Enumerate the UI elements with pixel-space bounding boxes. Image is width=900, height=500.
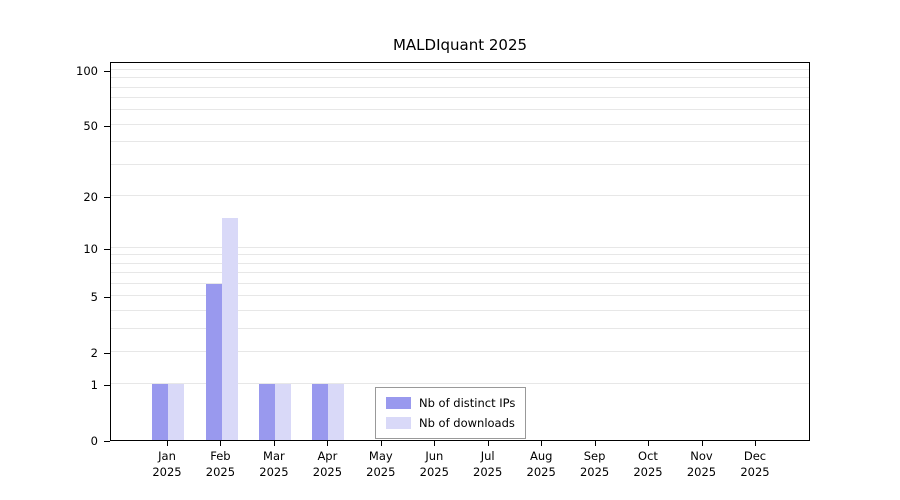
y-tick-mark bbox=[104, 248, 110, 250]
x-tick-mark bbox=[541, 441, 543, 446]
y-tick-label: 50 bbox=[83, 118, 98, 133]
bar-downloads bbox=[274, 384, 291, 440]
bar-distinct-ips bbox=[258, 384, 275, 440]
chart-title: MALDIquant 2025 bbox=[392, 36, 528, 54]
bar-distinct-ips bbox=[205, 284, 222, 440]
x-tick-mark bbox=[701, 441, 703, 446]
y-tick-mark bbox=[104, 71, 110, 72]
legend-label-distinct-ips: Nb of distinct IPs bbox=[419, 396, 516, 410]
y-tick-label: 20 bbox=[83, 189, 98, 204]
gridline bbox=[111, 295, 809, 297]
x-tick-mark bbox=[220, 441, 222, 446]
x-tick-label: Aug 2025 bbox=[526, 449, 556, 479]
y-tick-label: 1 bbox=[90, 378, 98, 393]
x-tick-label: Feb 2025 bbox=[205, 449, 236, 479]
y-tick-label: 2 bbox=[90, 345, 98, 360]
bar-downloads bbox=[168, 384, 184, 440]
bar-downloads bbox=[328, 384, 345, 440]
legend: Nb of distinct IPs Nb of downloads bbox=[375, 387, 527, 439]
gridline bbox=[111, 272, 809, 274]
y-tick-mark bbox=[104, 352, 110, 354]
y-tick-label: 5 bbox=[90, 290, 98, 305]
x-tick-mark bbox=[594, 441, 596, 446]
legend-label-downloads: Nb of downloads bbox=[419, 416, 515, 430]
y-tick-mark bbox=[104, 441, 110, 442]
x-tick-label: Jun 2025 bbox=[419, 449, 449, 479]
x-tick-mark bbox=[648, 441, 649, 446]
x-tick-mark bbox=[434, 441, 436, 446]
x-tick-mark bbox=[273, 441, 275, 446]
gridline bbox=[111, 163, 809, 165]
x-tick-mark bbox=[487, 441, 489, 446]
gridline bbox=[111, 77, 809, 79]
x-tick-label: Oct 2025 bbox=[633, 449, 663, 479]
x-tick-label: Jul 2025 bbox=[473, 449, 503, 479]
x-tick-label: May 2025 bbox=[366, 449, 396, 479]
gridline bbox=[111, 350, 809, 352]
x-tick-label: Jan 2025 bbox=[152, 449, 182, 479]
gridline bbox=[111, 86, 809, 88]
y-tick-label: 10 bbox=[83, 241, 98, 256]
plot-area: Nb of distinct IPs Nb of downloads bbox=[110, 62, 810, 441]
x-tick-label: Dec 2025 bbox=[740, 449, 770, 479]
x-tick-label: Mar 2025 bbox=[259, 449, 289, 479]
bar-downloads bbox=[221, 217, 238, 440]
gridline bbox=[111, 109, 809, 111]
gridline bbox=[111, 383, 809, 385]
x-tick-label: Sep 2025 bbox=[579, 449, 610, 479]
x-tick-mark bbox=[755, 441, 756, 446]
x-tick-label: Nov 2025 bbox=[686, 449, 717, 479]
y-tick-mark bbox=[104, 297, 110, 299]
gridline bbox=[111, 327, 809, 329]
gridline bbox=[111, 97, 809, 99]
gridline bbox=[111, 246, 809, 248]
y-tick-label: 100 bbox=[76, 64, 98, 78]
legend-entry-distinct-ips: Nb of distinct IPs bbox=[386, 393, 515, 413]
y-tick-label: 0 bbox=[90, 434, 98, 448]
gridline bbox=[111, 141, 809, 143]
gridline bbox=[111, 69, 809, 70]
gridline bbox=[111, 123, 809, 125]
x-tick-mark bbox=[167, 441, 168, 446]
y-tick-mark bbox=[104, 196, 110, 198]
legend-entry-downloads: Nb of downloads bbox=[386, 413, 515, 433]
x-tick-mark bbox=[380, 441, 382, 446]
gridline bbox=[111, 283, 809, 284]
gridline bbox=[111, 254, 809, 256]
legend-swatch-downloads bbox=[386, 417, 411, 429]
legend-swatch-distinct-ips bbox=[386, 397, 411, 409]
gridline bbox=[111, 194, 809, 196]
x-tick-label: Apr 2025 bbox=[312, 449, 343, 479]
bar-distinct-ips bbox=[152, 384, 168, 440]
bar-distinct-ips bbox=[312, 384, 329, 440]
y-tick-mark bbox=[104, 385, 110, 387]
gridline bbox=[111, 262, 809, 264]
gridline bbox=[111, 310, 809, 311]
y-tick-mark bbox=[104, 125, 110, 127]
x-tick-mark bbox=[327, 441, 329, 446]
